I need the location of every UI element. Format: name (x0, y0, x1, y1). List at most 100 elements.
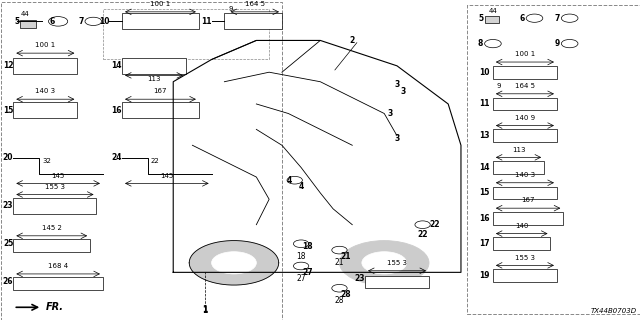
Text: 44: 44 (488, 8, 497, 14)
Text: 164 5: 164 5 (515, 83, 535, 89)
Bar (225, 13, 282, 29)
Bar (13, 239, 90, 252)
Bar (1, 2, 282, 320)
Bar (103, 9, 269, 60)
Text: 14: 14 (479, 163, 490, 172)
Text: 22: 22 (151, 158, 159, 164)
Text: 16: 16 (111, 106, 122, 115)
Text: 145: 145 (160, 172, 173, 179)
Text: 167: 167 (154, 88, 167, 94)
Text: 10: 10 (99, 17, 109, 26)
Text: 19: 19 (479, 271, 490, 280)
Text: 13: 13 (479, 131, 490, 140)
Text: 22: 22 (429, 220, 440, 229)
Text: 18: 18 (302, 243, 313, 252)
Text: 8: 8 (478, 39, 483, 48)
Text: 3: 3 (388, 109, 393, 118)
Text: 23: 23 (3, 201, 13, 210)
Bar (13, 102, 77, 118)
Circle shape (189, 241, 279, 285)
Bar (493, 161, 544, 174)
Bar (493, 212, 563, 225)
Text: TX44B0703D: TX44B0703D (591, 308, 637, 314)
Text: 16: 16 (479, 214, 490, 223)
Bar (122, 13, 199, 29)
Circle shape (212, 252, 257, 274)
Text: 3: 3 (401, 87, 406, 96)
Text: 20: 20 (3, 154, 13, 163)
Text: 44: 44 (20, 11, 29, 17)
Bar (493, 269, 557, 282)
Text: 21: 21 (340, 252, 351, 261)
Text: 11: 11 (479, 100, 490, 108)
Text: 5: 5 (478, 14, 483, 23)
Text: 145: 145 (51, 172, 65, 179)
Text: 113: 113 (147, 76, 161, 82)
Text: 9: 9 (555, 39, 560, 48)
Text: 6: 6 (49, 17, 54, 26)
Text: 113: 113 (512, 147, 525, 153)
Text: 140 3: 140 3 (35, 88, 56, 94)
Text: 100 1: 100 1 (515, 51, 535, 57)
Text: 155 3: 155 3 (45, 184, 65, 190)
Bar (493, 187, 557, 199)
Text: 140: 140 (515, 223, 529, 229)
Text: 22: 22 (417, 230, 428, 239)
Text: 15: 15 (3, 106, 13, 115)
Bar (20, 20, 36, 28)
Bar (493, 129, 557, 142)
Text: 168 4: 168 4 (48, 263, 68, 269)
Text: 17: 17 (479, 239, 490, 248)
Text: 140 9: 140 9 (515, 115, 535, 121)
Text: 2: 2 (349, 36, 355, 45)
Text: 1: 1 (203, 306, 208, 315)
Text: 26: 26 (3, 277, 13, 286)
Text: 24: 24 (111, 154, 122, 163)
Bar (122, 58, 186, 74)
Text: 155 3: 155 3 (515, 255, 535, 260)
Text: 23: 23 (355, 274, 365, 283)
Text: 11: 11 (201, 17, 212, 26)
Text: 5: 5 (14, 17, 19, 26)
Text: 155 3: 155 3 (387, 260, 407, 266)
Text: 21: 21 (335, 258, 344, 267)
Text: 12: 12 (3, 61, 13, 70)
Text: 27: 27 (296, 274, 306, 283)
Text: 28: 28 (335, 296, 344, 305)
Text: 4: 4 (286, 176, 291, 185)
Text: 145 2: 145 2 (42, 225, 61, 231)
Bar (13, 198, 97, 213)
Text: 3: 3 (394, 134, 399, 143)
Circle shape (362, 252, 406, 274)
Text: 9: 9 (496, 83, 500, 89)
Bar (13, 58, 77, 74)
Text: 1: 1 (203, 305, 208, 314)
Text: 27: 27 (302, 268, 313, 277)
Bar (365, 276, 429, 288)
Text: 140 3: 140 3 (515, 172, 535, 178)
Text: 167: 167 (522, 197, 535, 204)
Text: 15: 15 (479, 188, 490, 197)
Text: 18: 18 (296, 252, 306, 261)
Bar (493, 66, 557, 78)
Text: 7: 7 (555, 14, 560, 23)
Text: 100 1: 100 1 (150, 1, 170, 7)
Text: 3: 3 (394, 80, 399, 89)
Text: FR.: FR. (45, 302, 63, 312)
Text: 164 5: 164 5 (244, 1, 265, 7)
Text: 7: 7 (78, 17, 84, 26)
Text: 9: 9 (228, 6, 233, 12)
Bar (13, 277, 103, 290)
Text: 32: 32 (42, 158, 51, 164)
Text: 28: 28 (340, 290, 351, 299)
Circle shape (339, 241, 429, 285)
Bar (493, 98, 557, 110)
Bar (467, 5, 640, 314)
Text: 14: 14 (111, 61, 122, 70)
Text: 100 1: 100 1 (35, 42, 56, 48)
Bar (493, 237, 550, 250)
Bar (485, 16, 499, 23)
Text: 10: 10 (479, 68, 490, 77)
Text: 25: 25 (3, 239, 13, 248)
Text: 4: 4 (298, 182, 304, 191)
